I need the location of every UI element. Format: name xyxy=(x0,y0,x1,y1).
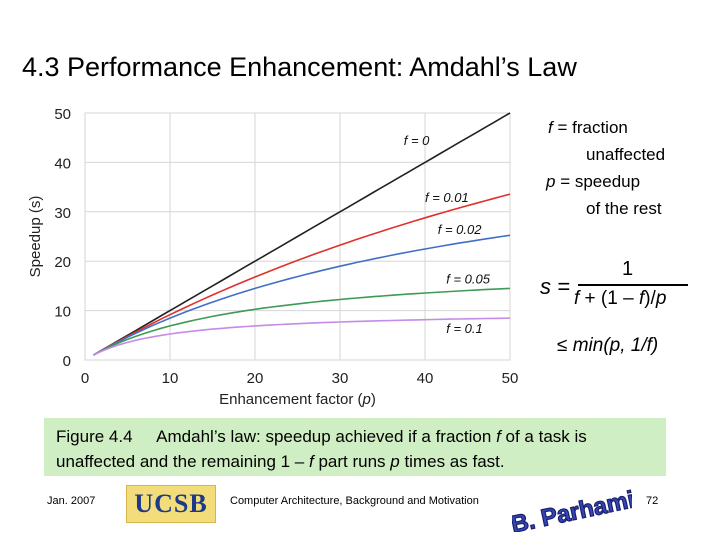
f-definition: f = fraction xyxy=(548,118,628,138)
series-label: f = 0.05 xyxy=(446,271,490,286)
x-tick-label: 10 xyxy=(162,370,179,387)
series-label: f = 0.01 xyxy=(425,190,469,205)
series-line xyxy=(93,234,511,356)
x-tick-label: 30 xyxy=(332,370,349,387)
series-line xyxy=(93,317,511,356)
f-definition-2: unaffected xyxy=(586,145,666,164)
slide-title: 4.3 Performance Enhancement: Amdahl’s La… xyxy=(22,52,577,82)
p-symbol: p xyxy=(546,172,556,191)
series-line xyxy=(93,193,511,356)
p-definition-2: of the rest xyxy=(586,199,662,218)
page-number: 72 xyxy=(646,495,659,507)
footer-date: Jan. 2007 xyxy=(47,495,96,507)
series-label: f = 0.02 xyxy=(438,222,482,237)
y-tick-label: 0 xyxy=(63,353,71,370)
author-signature-logo: B. Parhami xyxy=(512,486,632,532)
svg-text:B. Parhami: B. Parhami xyxy=(512,486,632,532)
p-text: = speedup xyxy=(555,172,641,191)
x-tick-label: 50 xyxy=(502,370,519,387)
fraction-bar xyxy=(578,284,688,286)
formula-bound: ≤ min(p, 1/f) xyxy=(557,335,659,356)
y-tick-label: 50 xyxy=(54,106,71,123)
p-definition: p = speedup xyxy=(546,172,640,192)
x-tick-label: 20 xyxy=(247,370,264,387)
y-tick-label: 10 xyxy=(54,304,71,321)
series-line xyxy=(93,112,511,356)
y-tick-label: 30 xyxy=(54,205,71,222)
x-tick-label: 0 xyxy=(81,370,89,387)
amdahl-formula: s = 1 f + (1 – f)/p xyxy=(540,258,700,328)
x-tick-label: 40 xyxy=(417,370,434,387)
formula-numerator: 1 xyxy=(622,258,634,280)
caption-figure-label: Figure 4.4 xyxy=(56,427,133,446)
ucsb-logo: UCSB xyxy=(126,485,216,523)
series-line xyxy=(93,287,511,356)
series-label: f = 0 xyxy=(404,133,430,148)
x-axis-label: Enhancement factor (p) xyxy=(219,391,376,408)
y-axis-label: Speedup (s) xyxy=(27,196,44,278)
y-tick-label: 40 xyxy=(54,155,71,172)
amdahl-chart: 0 10 20 30 40 50 0 10 20 30 40 50 f = 0 f = 0.01 f = 0… xyxy=(27,106,519,408)
y-tick-label: 20 xyxy=(54,254,71,271)
f-text: = fraction xyxy=(552,118,628,137)
formula-denominator: f + (1 – f)/p xyxy=(574,288,667,309)
f-symbol: f xyxy=(548,118,553,137)
formula-lhs: s = xyxy=(540,274,570,299)
figure-caption: Figure 4.4 Amdahl’s law: speedup achieve… xyxy=(44,418,666,476)
series-label: f = 0.1 xyxy=(446,321,483,336)
footer-course: Computer Architecture, Background and Mo… xyxy=(230,495,479,507)
